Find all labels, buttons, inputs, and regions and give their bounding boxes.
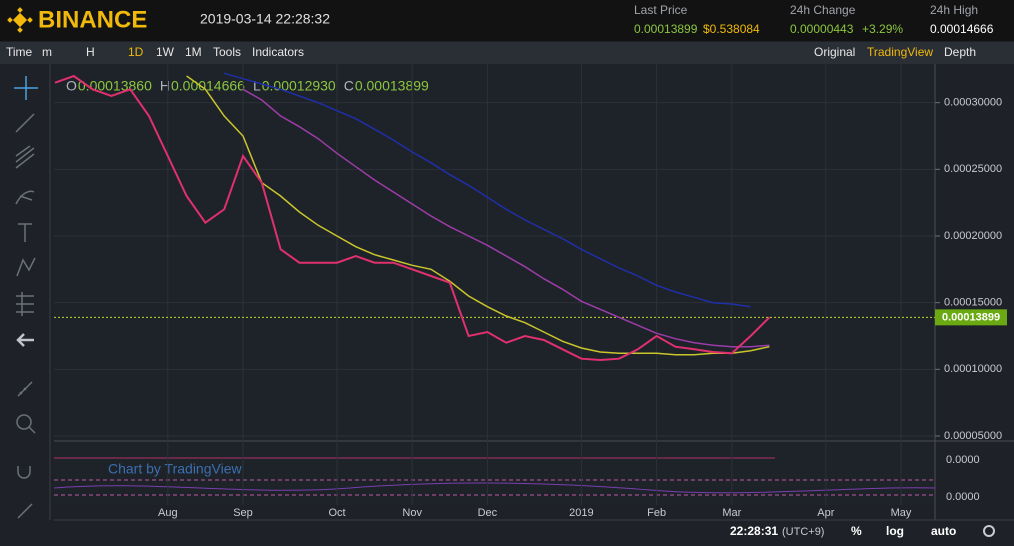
x-tick-label: Feb <box>647 507 666 519</box>
legend-key: C <box>344 78 354 94</box>
x-tick-label: Sep <box>233 507 253 519</box>
auto-toggle[interactable]: auto <box>931 524 956 538</box>
footer-timezone[interactable]: (UTC+9) <box>782 526 824 538</box>
legend-key: O <box>66 78 77 94</box>
toolbar <box>0 42 1014 64</box>
indicator-tick: 0.0000 <box>946 491 980 503</box>
log-toggle[interactable]: log <box>886 524 904 538</box>
y-tick-label: 0.00010000 <box>944 363 1002 375</box>
footer-time: 22:28:31 <box>730 524 778 538</box>
toolbar-button[interactable]: m <box>42 45 52 59</box>
y-tick-label: 0.00025000 <box>944 163 1002 175</box>
last-price: 0.00013899 <box>634 22 698 36</box>
legend-value: 0.00013899 <box>355 78 429 94</box>
x-tick-label: May <box>891 507 912 519</box>
legend-value: 0.00012930 <box>262 78 336 94</box>
y-tick-label: 0.00015000 <box>944 297 1002 309</box>
toolbar-button[interactable]: Depth <box>944 45 976 59</box>
change-label: 24h Change <box>790 3 856 17</box>
series-line <box>54 74 771 362</box>
toolbar-left: Time m H 1D 1W 1M Tools Indicators <box>6 45 304 59</box>
logo-icon <box>7 7 33 33</box>
y-tick-label: 0.00020000 <box>944 230 1002 242</box>
toolbar-button[interactable]: Original <box>814 45 855 59</box>
toolbar-button[interactable]: 1M <box>185 45 202 59</box>
toolbar-button[interactable]: Tools <box>213 45 241 59</box>
legend-key: H <box>160 78 170 94</box>
change-pct: +3.29% <box>862 22 903 36</box>
indicator-line <box>53 482 936 494</box>
toolbar-button[interactable]: 1D <box>128 45 144 59</box>
toolbar-button[interactable]: 1W <box>156 45 175 59</box>
percent-toggle[interactable]: % <box>851 524 862 538</box>
series-line <box>223 72 751 308</box>
current-price-label: 0.00013899 <box>942 311 1000 323</box>
change: 0.00000443 <box>790 22 854 36</box>
x-tick-label: Aug <box>158 507 178 519</box>
watermark: Chart by TradingView <box>108 461 242 477</box>
datetime: 2019-03-14 22:28:32 <box>200 11 330 27</box>
current-price-box <box>935 309 1007 326</box>
last-price-usd: $0.538084 <box>703 22 760 36</box>
toolbar-button[interactable]: Indicators <box>252 45 304 59</box>
header-bar <box>0 0 1014 41</box>
x-tick-label: Mar <box>722 507 741 519</box>
high-label: 24h High <box>930 3 978 17</box>
legend-key: L <box>253 78 261 94</box>
toolbar-button[interactable]: TradingView <box>867 45 933 59</box>
toolbar-button[interactable]: H <box>86 45 95 59</box>
settings-icon[interactable] <box>983 525 995 537</box>
high: 0.00014666 <box>930 22 994 36</box>
tool-panel <box>0 64 50 520</box>
indicator-tick: 0.0000 <box>946 454 980 466</box>
last-price-label: Last Price <box>634 3 688 17</box>
x-tick-label: Dec <box>478 507 498 519</box>
series-line <box>242 88 770 348</box>
y-tick-label: 0.00005000 <box>944 430 1002 442</box>
legend-value: 0.00014666 <box>171 78 245 94</box>
y-tick-label: 0.00030000 <box>944 97 1002 109</box>
logo-text[interactable]: BINANCE <box>38 6 147 33</box>
footer <box>0 520 1014 546</box>
series-line <box>186 75 770 356</box>
indicator-panel <box>54 445 935 505</box>
tool-icons[interactable] <box>14 76 38 519</box>
x-tick-label: Nov <box>402 507 422 519</box>
plot: 0.00030000 0.00025000 0.00020000 0.00015000… <box>54 64 1007 519</box>
x-tick-label: Apr <box>817 507 834 519</box>
x-tick-label: 2019 <box>569 507 593 519</box>
x-tick-label: Oct <box>328 507 345 519</box>
chart-panel <box>54 64 935 440</box>
toolbar-button[interactable]: Time <box>6 45 33 59</box>
toolbar-right: Original TradingView Depth <box>814 45 976 59</box>
